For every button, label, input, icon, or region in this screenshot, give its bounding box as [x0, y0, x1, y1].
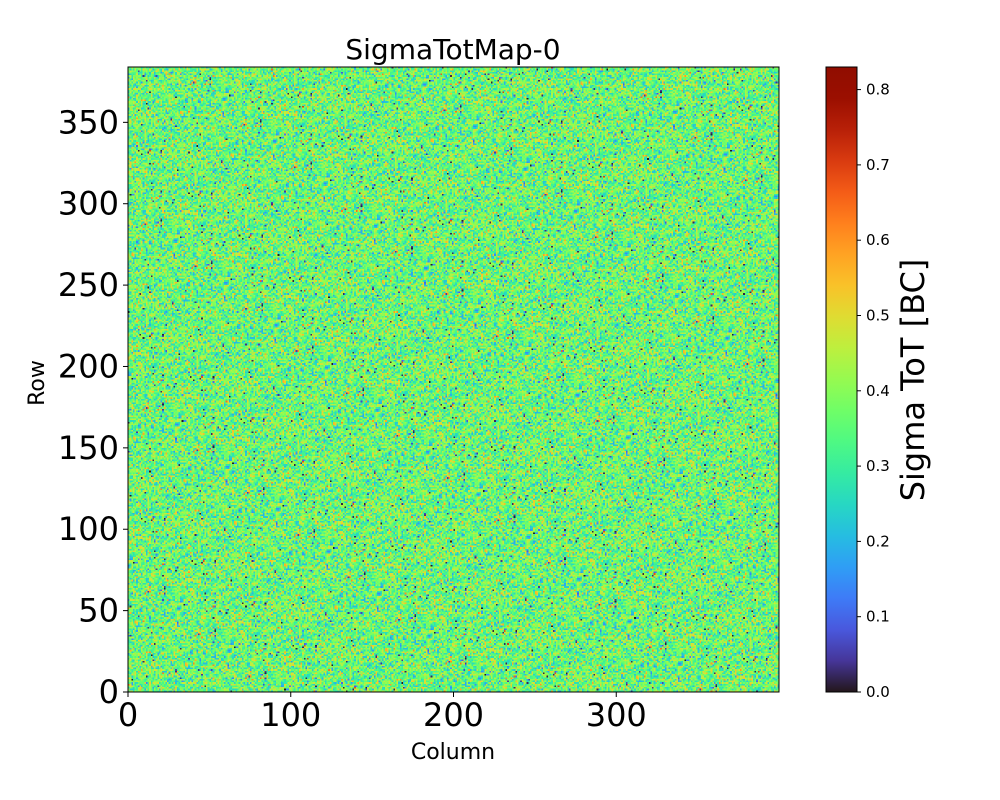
colorbar-tick-label: 0.7: [866, 156, 890, 174]
colorbar-tick-label: 0.1: [866, 608, 890, 626]
x-tick-label: 300: [586, 696, 647, 734]
colorbar: 0.0 0.1 0.2 0.3 0.4 0.5 0.6 0.7 0.8 Sigma ToT [B…: [825, 66, 932, 701]
colorbar-gradient: [825, 66, 858, 693]
colorbar-tick-label: 0.4: [866, 382, 890, 400]
y-tick-label: 300: [58, 185, 119, 223]
x-axis-ticks: 0 100 200 300: [118, 692, 647, 734]
y-tick-label: 150: [58, 429, 119, 467]
colorbar-tick-label: 0.2: [866, 532, 890, 550]
colorbar-tick-label: 0.5: [866, 306, 890, 324]
colorbar-tick-label: 0.6: [866, 231, 890, 249]
x-tick-label: 100: [260, 696, 321, 734]
heatmap-area: [127, 66, 780, 693]
colorbar-tick-label: 0.0: [866, 683, 890, 701]
y-tick-label: 200: [58, 347, 119, 385]
x-tick-label: 200: [423, 696, 484, 734]
colorbar-tick-label: 0.8: [866, 81, 890, 99]
y-tick-label: 50: [78, 592, 119, 630]
x-axis-label: Column: [411, 740, 495, 765]
y-tick-label: 0: [99, 673, 119, 711]
y-tick-label: 250: [58, 266, 119, 304]
y-tick-label: 100: [58, 510, 119, 548]
y-tick-label: 350: [58, 103, 119, 141]
y-axis-label: Row: [25, 360, 50, 406]
x-tick-label: 0: [118, 696, 138, 734]
heatmap-image: [128, 67, 779, 692]
colorbar-tick-label: 0.3: [866, 457, 890, 475]
colorbar-ticks: 0.0 0.1 0.2 0.3 0.4 0.5 0.6 0.7 0.8: [857, 81, 890, 701]
y-axis-ticks: 0 50 100 150 200 250 300 350: [58, 103, 128, 711]
chart-title: SigmaTotMap-0: [345, 33, 560, 66]
colorbar-label: Sigma ToT [BC]: [894, 259, 932, 502]
